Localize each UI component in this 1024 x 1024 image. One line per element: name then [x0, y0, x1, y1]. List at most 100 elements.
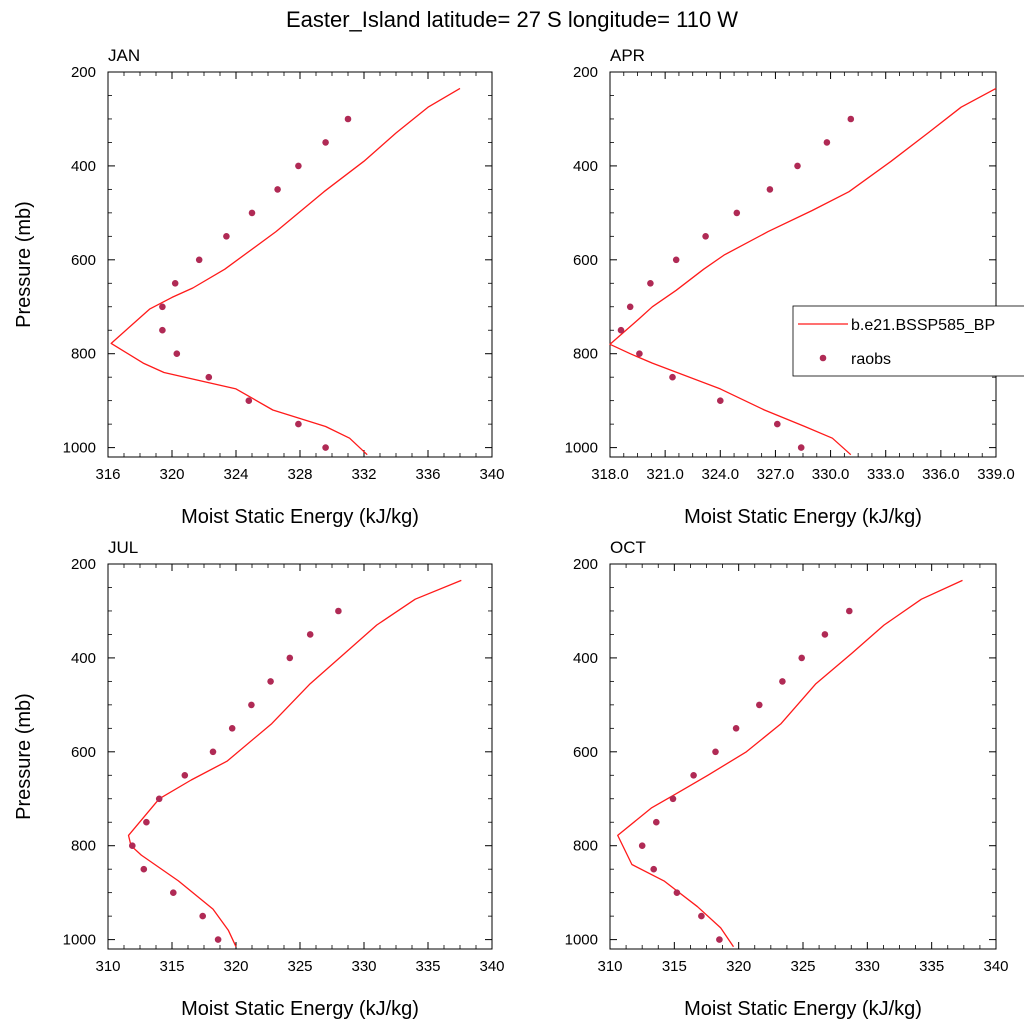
model-line-series — [609, 87, 997, 456]
x-axis-label: Moist Static Energy (kJ/kg) — [684, 506, 922, 528]
legend-model-label: b.e21.BSSP585_BP — [851, 317, 995, 334]
raobs-point — [690, 772, 697, 779]
raobs-point — [798, 654, 805, 662]
raobs-point — [159, 326, 166, 334]
raobs-point — [295, 162, 302, 170]
x-tick-label: 339.0 — [977, 466, 1015, 483]
model-line-series — [127, 579, 462, 947]
panel-jul: JUL 310 315 320 325 330 335 340 200 400 600 800 1000… — [13, 538, 505, 1020]
x-tick-label: 336 — [415, 466, 440, 483]
raobs-point — [717, 397, 724, 405]
raobs-point — [322, 444, 329, 451]
x-tick-label: 321.0 — [646, 466, 684, 483]
panel-oct: OCT 310 315 320 325 330 335 340 200 400 600 800 1000… — [565, 538, 1009, 1020]
raobs-point — [794, 162, 801, 170]
x-tick-label: 310 — [95, 958, 120, 975]
raobs-point — [274, 186, 281, 193]
x-tick-label: 325 — [790, 958, 815, 975]
raobs-point — [823, 139, 831, 146]
x-tick-label: 327.0 — [757, 466, 795, 483]
x-tick-label: 335 — [919, 958, 944, 975]
plot-frame — [107, 71, 493, 458]
raobs-point — [223, 233, 230, 240]
raobs-point — [306, 631, 314, 638]
y-tick-label: 200 — [573, 556, 598, 573]
x-tick-label: 320 — [223, 958, 248, 975]
raobs-point — [636, 350, 643, 358]
x-axis-label: Moist Static Energy (kJ/kg) — [181, 506, 419, 528]
x-tick-label: 324.0 — [702, 466, 740, 483]
raobs-point — [650, 865, 657, 873]
plot-frame — [609, 563, 997, 950]
plot-frame — [609, 71, 997, 458]
raobs-point — [702, 233, 709, 240]
model-line-series — [617, 579, 963, 948]
raobs-point — [797, 444, 805, 451]
raobs-point — [170, 889, 177, 896]
raobs-point — [322, 139, 329, 146]
raobs-point — [712, 748, 719, 756]
x-tick-label: 340 — [479, 466, 504, 483]
x-tick-label: 324 — [223, 466, 248, 483]
x-tick-label: 315 — [159, 958, 184, 975]
x-tick-label: 328 — [287, 466, 312, 483]
panel-title: OCT — [610, 538, 646, 557]
raobs-point — [847, 115, 855, 123]
raobs-point — [295, 420, 302, 428]
y-tick-label: 600 — [71, 744, 96, 761]
raobs-point — [673, 889, 681, 896]
raobs-point — [653, 818, 660, 826]
raobs-point — [159, 303, 166, 311]
raobs-point — [143, 818, 150, 826]
y-tick-label: 600 — [71, 252, 96, 269]
y-tick-label: 400 — [573, 650, 598, 667]
raobs-point — [155, 795, 163, 803]
panel-title: JAN — [108, 46, 140, 65]
x-tick-label: 320 — [726, 958, 751, 975]
x-axis-label: Moist Static Energy (kJ/kg) — [181, 998, 419, 1020]
raobs-point — [248, 701, 255, 709]
raobs-point — [766, 186, 774, 193]
x-tick-label: 310 — [597, 958, 622, 975]
x-tick-label: 340 — [983, 958, 1008, 975]
raobs-point — [205, 373, 213, 381]
raobs-point — [228, 725, 236, 732]
y-tick-label: 400 — [71, 650, 96, 667]
x-tick-label: 316 — [95, 466, 120, 483]
y-tick-label: 600 — [573, 744, 598, 761]
panel-apr: APR 318.0 321.0 324.0 327.0 330.0 333.0 336.0 33… — [565, 46, 1015, 528]
x-tick-label: 340 — [479, 958, 504, 975]
raobs-point — [140, 865, 148, 873]
raobs-point — [335, 607, 342, 615]
raobs-point — [733, 209, 741, 217]
x-tick-label: 330 — [855, 958, 880, 975]
model-line-series — [110, 87, 461, 456]
raobs-point — [267, 678, 274, 685]
legend-obs-swatch — [819, 354, 827, 362]
legend: b.e21.BSSP585_BP raobs — [792, 305, 1024, 377]
x-tick-label: 315 — [662, 958, 687, 975]
y-axis-label: Pressure (mb) — [13, 201, 35, 328]
raobs-point — [669, 795, 677, 803]
raobs-point — [672, 256, 680, 264]
raobs-point — [245, 397, 253, 405]
y-tick-label: 1000 — [565, 932, 598, 949]
y-tick-label: 400 — [71, 158, 96, 175]
raobs-point — [846, 607, 853, 615]
raobs-point — [779, 678, 786, 685]
y-tick-label: 1000 — [63, 932, 96, 949]
y-tick-label: 600 — [573, 252, 598, 269]
raobs-point — [181, 772, 189, 779]
panel-title: APR — [610, 46, 645, 65]
raobs-point — [171, 280, 179, 287]
plot-frame — [107, 563, 493, 950]
raobs-point — [209, 748, 217, 756]
panel-title: JUL — [108, 538, 138, 557]
x-tick-label: 333.0 — [867, 466, 905, 483]
raobs-point — [617, 326, 625, 334]
x-tick-label: 335 — [415, 958, 440, 975]
y-axis-label: Pressure (mb) — [13, 693, 35, 820]
raobs-point — [698, 912, 705, 920]
x-axis-label: Moist Static Energy (kJ/kg) — [684, 998, 922, 1020]
